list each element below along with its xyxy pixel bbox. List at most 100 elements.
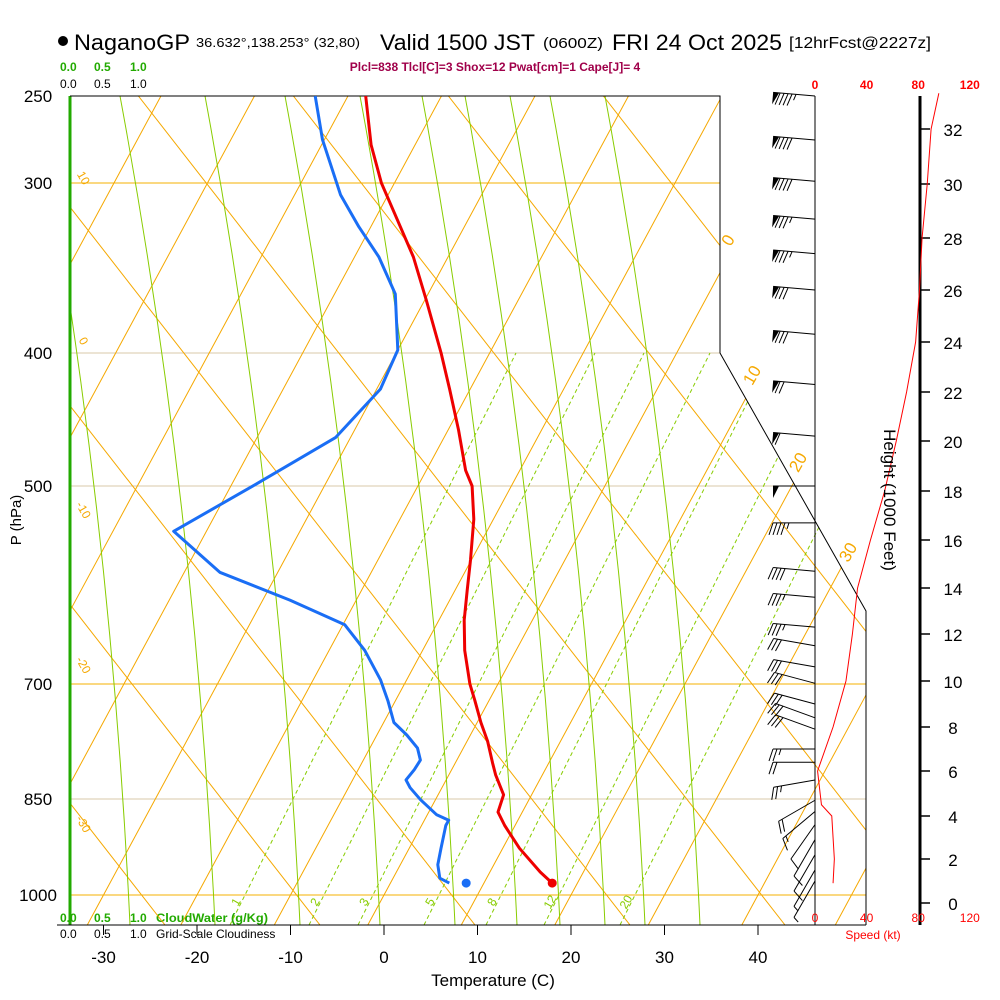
- barb-full: [778, 381, 785, 394]
- barb-full: [767, 714, 776, 726]
- barb-full: [775, 639, 782, 652]
- barb-full: [774, 674, 783, 686]
- cloudiness-tick: 1.0: [130, 77, 147, 91]
- barb-full: [775, 660, 782, 673]
- speed-tick-label-bottom: 80: [912, 911, 926, 925]
- mixing-ratio-label: 20: [617, 892, 636, 911]
- barb-pennant: [772, 380, 780, 393]
- isotherm-line: [86, 96, 536, 925]
- cloudiness-title: Grid-Scale Cloudiness: [156, 927, 275, 941]
- isotherm-line: [741, 96, 866, 925]
- isotherm-line: [554, 96, 866, 925]
- isotherm-line: [70, 96, 255, 925]
- barb-staff: [793, 880, 816, 918]
- barb-staff: [774, 671, 816, 684]
- cloudiness-tick: 0.5: [94, 77, 111, 91]
- barb-pennant: [772, 286, 780, 299]
- barb-full: [771, 623, 778, 636]
- dry-adiabat-line: [70, 96, 321, 925]
- wind-speed-line: [817, 93, 940, 884]
- height-tick-label: 8: [948, 719, 957, 738]
- mixing-ratio-line: [229, 352, 517, 925]
- wind-barb: [772, 380, 816, 394]
- mixing-ratio-label: 2: [307, 895, 323, 908]
- station-coords: 36.632°,138.253° (32,80): [196, 35, 360, 50]
- dry-adiabat-line: [447, 96, 866, 925]
- header: NaganoGP 36.632°,138.253° (32,80) Valid …: [58, 30, 931, 55]
- temperature-line: [364, 96, 554, 885]
- mixing-ratio-label: 5: [422, 895, 438, 908]
- mixing-ratio-label: 12: [541, 892, 560, 911]
- station-name: NaganoGP: [74, 30, 190, 55]
- adiabat-label: -10: [73, 499, 94, 521]
- speed-tick-label-bottom: 40: [860, 911, 874, 925]
- height-tick-label: 16: [944, 532, 963, 551]
- moist-adiabat-line: [359, 96, 456, 925]
- barb-full: [771, 787, 775, 800]
- speed-axis-title: Speed (kt): [845, 928, 900, 942]
- mixing-ratio-label: 8: [484, 895, 500, 908]
- barb-staff: [790, 824, 816, 860]
- moist-adiabat-line: [549, 96, 646, 925]
- barb-pennant: [772, 92, 780, 105]
- barb-full: [782, 137, 789, 150]
- temperature-tick-label: -30: [91, 948, 116, 967]
- barb-staff: [773, 285, 816, 291]
- barb-full: [767, 638, 775, 650]
- barb-staff: [773, 622, 816, 628]
- barb-full: [774, 215, 781, 228]
- barb-full: [772, 762, 778, 775]
- pressure-tick-label: 700: [24, 675, 52, 694]
- adiabat-label: -20: [73, 654, 94, 676]
- barb-full: [771, 638, 779, 651]
- pressure-tick-label: 500: [24, 477, 52, 496]
- height-tick-label: 26: [944, 282, 963, 301]
- moist-adiabat-line: [204, 96, 301, 925]
- barb-staff: [774, 692, 816, 705]
- wind-barb: [793, 869, 816, 912]
- wind-barb: [771, 779, 816, 800]
- wind-barb: [767, 659, 816, 673]
- dry-adiabat-line: [70, 96, 476, 925]
- barb-half: [793, 917, 799, 923]
- barb-staff: [773, 380, 816, 385]
- pressure-tick-label: 1000: [19, 886, 57, 905]
- wind-barb: [767, 567, 816, 581]
- barb-full: [786, 137, 793, 150]
- barb-full: [778, 216, 785, 229]
- speed-tick-label-top: 0: [812, 78, 819, 92]
- wind-barb: [772, 249, 816, 264]
- wind-barb: [790, 824, 816, 870]
- barb-staff: [793, 869, 816, 907]
- mixing-ratio-line: [308, 352, 596, 925]
- barb-full: [772, 748, 778, 762]
- barb-full: [782, 838, 788, 851]
- barb-full: [780, 522, 786, 536]
- dry-adiabat-line: [292, 96, 866, 925]
- barb-full: [778, 287, 785, 300]
- height-tick-label: 30: [944, 176, 963, 195]
- dry-adiabat-line: [137, 96, 786, 925]
- barb-half: [789, 251, 793, 258]
- barb-full: [774, 250, 781, 263]
- height-axis-title: Height (1000 Feet): [880, 429, 899, 571]
- barb-full: [775, 594, 782, 607]
- dry-adiabat-line: [70, 96, 631, 925]
- wind-barb: [793, 880, 816, 923]
- barb-full: [782, 216, 789, 229]
- barb-full: [767, 692, 775, 704]
- wind-barb: [793, 854, 816, 901]
- barb-full: [774, 717, 784, 728]
- temperature-tick-label: 0: [379, 948, 388, 967]
- height-tick-label: 12: [944, 626, 963, 645]
- height-tick-label: 22: [944, 384, 963, 403]
- barb-staff: [773, 567, 816, 572]
- barb-full: [771, 660, 779, 672]
- wind-barb: [778, 799, 816, 834]
- barb-pennant: [772, 249, 780, 262]
- barb-full: [767, 623, 774, 636]
- isotherm-line: [70, 96, 349, 925]
- surface-dewpoint-point: [461, 878, 471, 888]
- barb-half: [786, 522, 790, 530]
